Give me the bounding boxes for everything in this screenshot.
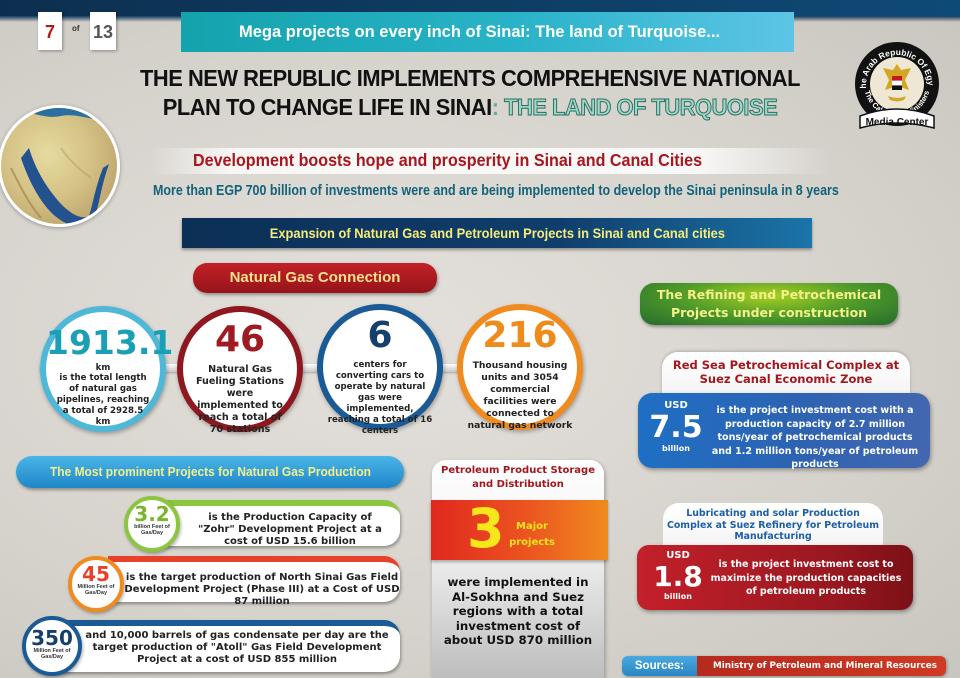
lubricating-title: Lubricating and solar Production Complex…	[666, 508, 879, 542]
stat-value: 216	[482, 315, 558, 356]
petroleum-storage-value: 3	[467, 497, 505, 560]
title-line-2: PLAN TO CHANGE LIFE IN SINAI: THE LAND O…	[162, 94, 779, 121]
stat-pipelines: 1913.1 km is the total length of natural…	[40, 306, 174, 432]
stat-unit: km	[95, 363, 111, 373]
project-value-badge: 350 Million Feet of Gas/Day	[22, 616, 82, 676]
lubricating-amount: USD 1.8 billion	[653, 550, 703, 601]
page-title: THE NEW REPUBLIC IMPLEMENTS COMPREHENSIV…	[126, 64, 814, 122]
refining-heading: The Refining and Petrochemical Projects …	[640, 283, 898, 325]
project-desc: is the target production of North Sinai …	[124, 572, 400, 607]
sources-label: Sources:	[622, 656, 697, 676]
project-atoll	[44, 620, 400, 672]
series-banner: Mega projects on every inch of Sinai: Th…	[181, 12, 794, 52]
stat-value: 1913.1	[46, 323, 174, 362]
project-desc: and 10,000 barrels of gas condensate per…	[85, 630, 389, 665]
stat-housing-units: 216 Thousand housing units and 3054 comm…	[457, 304, 583, 431]
red-sea-title: Red Sea Petrochemical Complex at Suez Ca…	[672, 358, 900, 386]
petroleum-storage-label: Major projects	[509, 521, 555, 548]
stat-value: 6	[367, 315, 393, 356]
red-sea-amount: USD 7.5 billion	[649, 400, 703, 453]
project-value-badge: 3.2 billion Feet of Gas/Day	[124, 496, 180, 552]
section-heading: Expansion of Natural Gas and Petroleum P…	[182, 218, 812, 248]
petroleum-storage-title: Petroleum Product Storage and Distributi…	[441, 465, 595, 490]
subtitle-investment: More than EGP 700 billion of investments…	[153, 183, 839, 199]
page-total: 13	[90, 12, 116, 50]
media-center-logo: The Arab Republic Of Egypt The Cabinet O…	[849, 32, 942, 132]
natural-gas-heading: Natural Gas Connection	[193, 263, 437, 293]
page-of-label: of	[72, 24, 80, 33]
red-sea-card	[638, 393, 930, 468]
production-heading: The Most prominent Projects for Natural …	[16, 456, 404, 488]
logo-ribbon: Media Center	[866, 117, 929, 128]
stat-desc: centers for converting cars to operate b…	[327, 360, 433, 436]
eagle-emblem-icon	[883, 64, 911, 102]
stat-conversion-centers: 6 centers for converting cars to operate…	[317, 304, 443, 436]
subtitle-development: Development boosts hope and prosperity i…	[193, 150, 703, 170]
lubricating-desc: is the project investment cost to maximi…	[710, 559, 902, 597]
lubricating-card	[637, 545, 913, 610]
stat-value: 46	[214, 319, 266, 360]
stat-desc: Natural Gas Fueling Stations were implem…	[195, 364, 284, 435]
sources-bar: Sources: Ministry of Petroleum and Miner…	[622, 656, 946, 676]
project-desc: is the Production Capacity of "Zohr" Dev…	[198, 512, 382, 547]
sinai-map-icon	[0, 105, 120, 227]
sources-value: Ministry of Petroleum and Mineral Resour…	[697, 656, 946, 676]
stat-desc: Thousand housing units and 3054 commerci…	[467, 360, 573, 431]
red-sea-desc: is the project investment cost with a pr…	[711, 405, 919, 470]
stat-desc: is the total length of natural gas pipel…	[56, 373, 150, 427]
title-line-1: THE NEW REPUBLIC IMPLEMENTS COMPREHENSIV…	[140, 65, 800, 91]
page-current: 7	[38, 12, 62, 50]
stat-fueling-stations: 46 Natural Gas Fueling Stations were imp…	[177, 306, 303, 435]
project-value-badge: 45 Million Feet of Gas/Day	[68, 556, 124, 612]
petroleum-storage-card	[432, 460, 604, 678]
project-north-sinai	[108, 556, 400, 602]
petroleum-storage-desc: were implemented in Al-Sokhna and Suez r…	[443, 575, 593, 647]
title-accent: THE LAND OF TURQUOISE	[504, 94, 779, 121]
project-zohr	[160, 500, 400, 546]
